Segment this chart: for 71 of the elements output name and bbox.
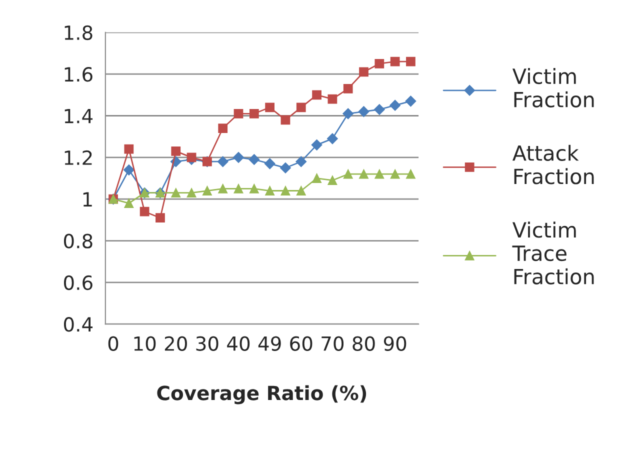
x-tick-label: 60 [290,336,312,351]
point [248,154,260,165]
x-tick-label: 0 [108,336,118,351]
x-tick-label: 10 [134,336,156,351]
point [218,184,228,194]
point [156,213,165,223]
y-tick-label: 0.4 [64,317,93,332]
point [234,184,244,194]
point [343,169,353,179]
point [217,156,228,168]
point [328,94,338,104]
point [406,56,416,66]
y-tick-label: 1.6 [64,67,92,82]
x-tick-label: 80 [352,336,375,351]
point [374,104,385,115]
point [264,158,276,170]
point [328,176,338,186]
point [280,186,290,196]
x-tick-label: 70 [322,336,344,351]
legend-label: Victim Trace Fraction [512,222,594,284]
point [234,108,244,118]
point [327,133,338,144]
point [140,206,150,216]
point [171,188,181,198]
point [359,67,368,77]
point [374,58,384,68]
point [358,106,370,118]
point [265,102,275,112]
point [124,198,134,208]
x-tick-label: 20 [164,336,187,351]
legend-label: Attack Fraction [512,144,594,184]
point [342,108,354,120]
point [123,164,134,176]
y-tick-label: 1.2 [64,150,92,165]
point [343,84,353,94]
x-tick-label: 90 [384,336,406,351]
y-tick-label: 1 [83,192,92,206]
point [311,139,322,150]
point [390,169,400,179]
point [124,144,134,154]
x-axis-title: Coverage Ratio (%) [157,385,366,404]
y-tick-label: 0.6 [64,275,92,290]
legend-label: Victim Fraction [512,68,594,108]
point [218,124,228,133]
point [296,156,307,168]
point [249,184,259,194]
point [359,169,368,179]
point [265,186,275,196]
point [186,152,196,162]
point [390,56,400,66]
point [280,162,291,174]
point [405,96,416,107]
point [312,90,322,100]
x-tick-label: 49 [258,336,281,351]
point [202,186,212,196]
x-tick-label: 30 [196,336,218,351]
point [186,188,196,198]
y-tick-label: 1.8 [64,25,92,40]
point [312,174,322,183]
point [249,108,259,118]
point [390,100,400,111]
point [374,169,384,179]
point [171,146,181,156]
x-tick-label: 40 [227,336,250,351]
point [233,152,244,163]
point [280,115,290,125]
y-tick-label: 0.8 [64,234,92,248]
y-tick-label: 1.4 [64,108,93,124]
point [296,102,306,112]
point [406,169,416,179]
point [296,186,306,196]
